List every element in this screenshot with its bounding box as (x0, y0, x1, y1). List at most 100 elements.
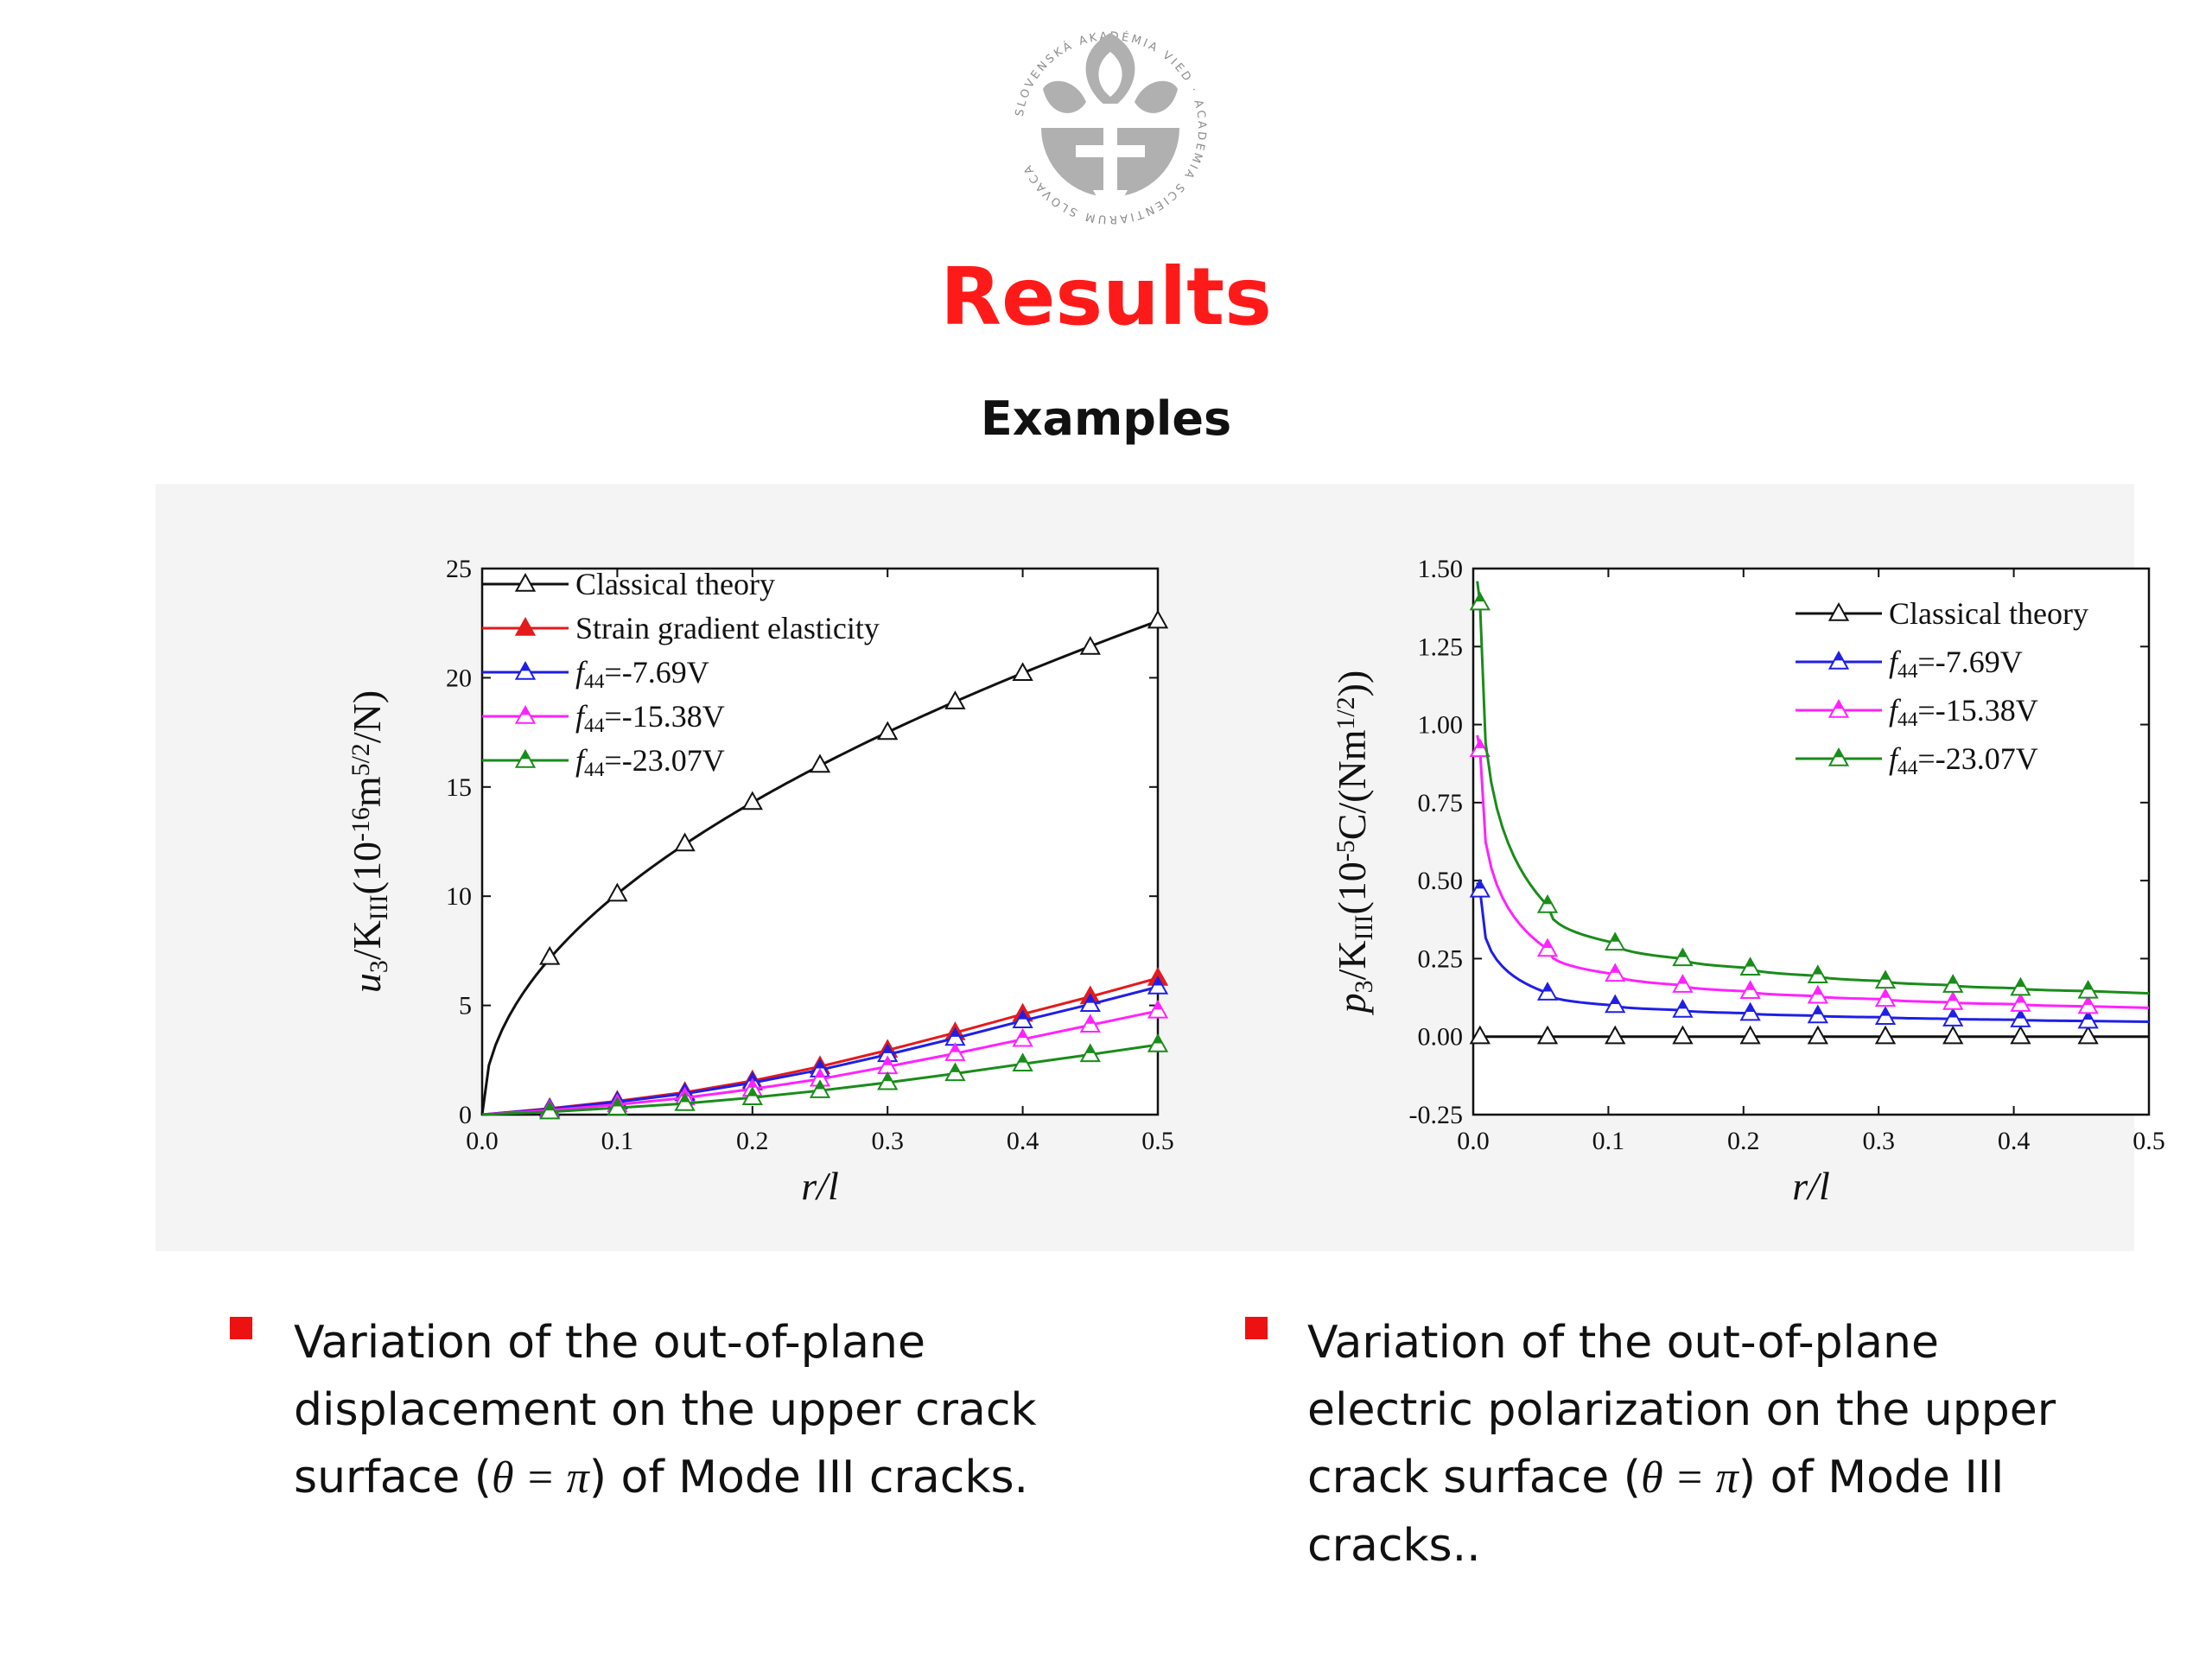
data-point-fill (816, 1060, 824, 1069)
data-point (2077, 1025, 2099, 1045)
data-point (1012, 1027, 1033, 1047)
data-point (1536, 1025, 1559, 1045)
data-point-fill (1543, 939, 1552, 948)
caption-left: Variation of the out-of-plane displaceme… (294, 1309, 1106, 1512)
y-tick-label: 5 (459, 992, 472, 1020)
x-tick-label: 0.4 (1007, 1127, 1039, 1155)
data-point-fill (1611, 995, 1620, 1004)
data-point (741, 791, 763, 810)
data-point-fill (1678, 949, 1688, 957)
data-point-fill (1611, 933, 1620, 942)
caption-line: electric polarization on the upper (1307, 1384, 2056, 1436)
x-tick-label: 0.2 (736, 1127, 769, 1155)
data-point-fill (1745, 958, 1755, 967)
data-point (1079, 993, 1101, 1013)
data-point (1739, 1025, 1761, 1045)
bullet-marker (1245, 1317, 1268, 1339)
data-point (809, 753, 831, 773)
data-point-fill (1018, 1029, 1027, 1039)
caption-line: Variation of the out-of-plane (1307, 1317, 1939, 1369)
data-point (1942, 990, 1964, 1010)
polarization-chart: 0.0 0.1 0.2 0.3 0.4 0.5 -0.25 0.00 0.25 0.50 0.75 1… (1330, 555, 2165, 1208)
data-point (944, 1042, 966, 1061)
data-point-fill (883, 1045, 893, 1053)
data-point-fill (1881, 1007, 1890, 1016)
data-point-fill (1018, 1054, 1027, 1063)
data-point (1942, 1025, 1964, 1045)
data-point-fill (1948, 976, 1958, 984)
data-point-fill (816, 1069, 824, 1078)
legend-marker (1827, 601, 1850, 621)
legend-label: f44=-23.07V (575, 743, 725, 781)
caption-line: crack surface (θ = π) of Mode III (1307, 1444, 2154, 1512)
data-point-fill (1543, 896, 1552, 905)
plot-area (480, 567, 1160, 1116)
data-point-fill (2016, 1010, 2025, 1019)
legend-label: f44=-7.69V (1889, 645, 2023, 683)
data-point-fill (2016, 995, 2025, 1003)
legend-label: Classical theory (1889, 596, 2088, 631)
y-tick-label: 0.75 (1418, 789, 1464, 817)
data-point (1147, 609, 1169, 629)
legend-label: f44=-7.69V (575, 655, 709, 693)
y-tick-label: 25 (446, 555, 472, 583)
data-point-fill (1813, 986, 1822, 995)
y-tick-label: 20 (446, 664, 472, 692)
data-point-fill (2083, 996, 2093, 1006)
data-point (1874, 1006, 1897, 1026)
y-tick-label: -0.25 (1409, 1101, 1464, 1129)
data-point (1012, 662, 1033, 682)
data-point-fill (950, 1028, 960, 1037)
x-tick-label: 0.5 (2133, 1127, 2165, 1155)
data-point-fill (1813, 1006, 1822, 1014)
x-tick-label: 0.3 (871, 1127, 903, 1155)
x-tick-label: 0.1 (601, 1127, 634, 1155)
data-point (1672, 1025, 1694, 1045)
data-point-fill (1813, 966, 1822, 975)
series-line (1476, 581, 2150, 995)
legend-marker (514, 572, 537, 592)
y-tick-label: 0 (459, 1101, 472, 1129)
legend-marker-fill (1834, 749, 1843, 758)
data-point-fill (747, 1073, 757, 1082)
data-point-fill (1881, 971, 1890, 980)
x-tick-label: 0.3 (1862, 1127, 1895, 1155)
legend-marker-fill (521, 707, 530, 715)
series-4 (481, 1033, 1169, 1120)
legend-marker-fill (521, 663, 530, 671)
data-point-fill (1475, 880, 1484, 889)
data-point-fill (747, 1079, 757, 1088)
data-point-fill (680, 1094, 690, 1103)
displacement-chart: 0.0 0.1 0.2 0.3 0.4 0.5 0 5 10 15 20 25 r/l u3/KIII(1… (345, 555, 1174, 1208)
data-point (1807, 964, 1828, 983)
data-point (1012, 1052, 1033, 1072)
y-tick-label: 0.50 (1418, 867, 1464, 895)
y-tick-label: 1.25 (1418, 632, 1464, 661)
data-point-fill (1154, 977, 1162, 986)
series-0 (1469, 1025, 2149, 1045)
data-point-fill (1745, 1003, 1755, 1012)
caption-line: Variation of the out-of-plane (294, 1317, 925, 1369)
data-point (944, 690, 966, 709)
data-point-fill (747, 1088, 757, 1096)
data-point-fill (1085, 995, 1095, 1003)
figure-panel: 0.0 0.1 0.2 0.3 0.4 0.5 0 5 10 15 20 25 r/l u3/KIII(1… (156, 484, 2165, 1251)
y-tick-label: 0.00 (1418, 1023, 1464, 1052)
caption-line: cracks.. (1307, 1520, 1481, 1572)
data-point-fill (1543, 983, 1552, 992)
bullet-marker (230, 1317, 252, 1339)
data-point (1469, 1025, 1491, 1045)
data-point-fill (1948, 1009, 1958, 1018)
caption-text: surface ( (294, 1452, 492, 1503)
caption-text: crack surface ( (1307, 1452, 1642, 1503)
data-point-fill (1611, 964, 1620, 973)
data-point (2010, 1025, 2031, 1045)
x-tick-label: 0.4 (1998, 1127, 2031, 1155)
y-axis-label: u3/KIII(10-16m5/2/N) (345, 690, 393, 993)
caption-line: displacement on the upper crack (294, 1384, 1037, 1436)
y-tick-label: 15 (446, 773, 472, 802)
data-point-fill (950, 1064, 960, 1072)
data-point-fill (2016, 978, 2025, 988)
legend-marker-fill (521, 751, 530, 760)
data-point-fill (1881, 989, 1890, 998)
